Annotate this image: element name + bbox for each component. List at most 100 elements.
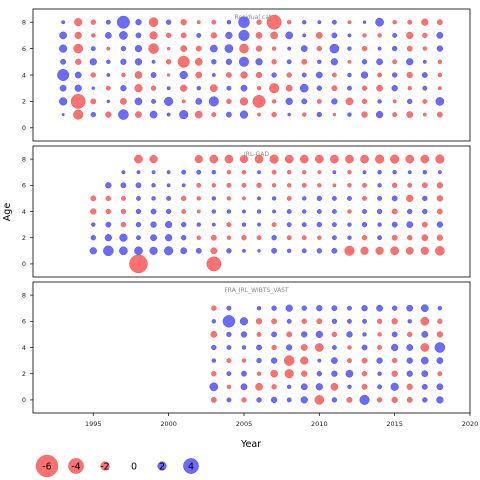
x-tick-label: 2015: [386, 420, 403, 428]
legend-entry: -6: [35, 454, 59, 478]
residual-bubble: [362, 195, 367, 201]
residual-bubble: [286, 248, 292, 253]
residual-bubble: [421, 221, 428, 228]
residual-bubble: [196, 209, 201, 214]
residual-bubble: [392, 32, 398, 38]
residual-bubble: [331, 370, 338, 377]
residual-bubble: [242, 196, 246, 201]
residual-bubble: [436, 19, 443, 26]
residual-bubble: [180, 45, 188, 52]
residual-bubble: [224, 154, 234, 164]
residual-bubble: [119, 233, 128, 242]
residual-bubble: [406, 370, 413, 377]
residual-bubble: [286, 170, 292, 175]
x-tick-label: 2000: [160, 420, 177, 428]
residual-bubble: [135, 32, 142, 39]
residual-bubble: [90, 208, 97, 215]
residual-bubble: [166, 183, 171, 188]
residual-bubble: [151, 59, 156, 64]
residual-bubble: [105, 221, 112, 228]
residual-bubble: [226, 371, 232, 377]
residual-bubble: [331, 19, 337, 25]
residual-bubble: [377, 332, 382, 337]
residual-bubble: [407, 19, 413, 25]
residual-bubble: [420, 316, 430, 326]
residual-bubble: [255, 71, 263, 79]
residual-bubble: [166, 73, 171, 77]
residual-bubble: [316, 248, 322, 254]
residual-bubble: [422, 32, 428, 39]
residual-bubble: [422, 112, 427, 117]
panel-frame: [32, 281, 471, 414]
residual-bubble: [422, 59, 427, 64]
residual-bubble: [166, 112, 171, 117]
residual-bubble: [301, 222, 307, 228]
residual-bubble: [271, 222, 277, 228]
residual-bubble: [59, 44, 68, 53]
residual-bubble: [211, 209, 217, 214]
residual-bubble: [120, 98, 127, 105]
residual-bubble: [241, 397, 247, 403]
panel-3: FRA_IRL_WIBTS_VAST 0 2 4 6 8: [22, 281, 471, 414]
residual-bubble: [150, 72, 157, 78]
residual-bubble: [256, 86, 262, 91]
residual-bubble: [316, 371, 322, 377]
residual-bubble: [391, 182, 398, 188]
residual-bubble: [331, 195, 337, 201]
residual-bubble: [390, 246, 399, 256]
residual-bubble: [194, 110, 203, 119]
residual-bubble: [74, 71, 82, 79]
residual-bubble: [256, 331, 262, 337]
residual-bubble: [134, 97, 143, 106]
residual-bubble: [301, 98, 308, 105]
residual-bubble: [136, 235, 141, 241]
residual-bubble: [149, 110, 158, 119]
residual-bubble: [435, 246, 445, 256]
residual-bubble: [269, 83, 280, 94]
residual-bubble: [211, 305, 217, 311]
residual-bubble: [347, 209, 352, 214]
residual-bubble: [300, 45, 308, 52]
residual-bubble: [331, 305, 338, 312]
residual-bubble: [73, 109, 84, 120]
residual-bubble: [286, 72, 292, 78]
residual-bubble: [252, 94, 266, 108]
residual-bubble: [151, 170, 156, 175]
residual-bubble: [422, 208, 428, 215]
residual-bubble: [359, 394, 370, 405]
residual-bubble: [196, 169, 202, 175]
residual-bubble: [437, 318, 443, 324]
residual-bubble: [226, 331, 232, 338]
y-tick-label: 6: [22, 45, 26, 53]
legend-entry: 2: [157, 461, 167, 473]
residual-bubble: [134, 154, 143, 164]
panel-title: FRA_IRL_WIBTS_VAST: [224, 287, 289, 294]
residual-bubble: [331, 247, 338, 254]
residual-bubble: [405, 154, 415, 164]
residual-bubble: [90, 195, 97, 202]
residual-bubble: [271, 305, 277, 311]
residual-bubble: [135, 19, 142, 26]
residual-bubble: [150, 221, 157, 228]
residual-bubble: [134, 246, 143, 256]
residual-bubble: [317, 170, 322, 175]
residual-bubble: [271, 331, 277, 338]
residual-bubble: [436, 182, 443, 189]
residual-bubble: [271, 169, 277, 175]
residual-bubble: [361, 305, 368, 312]
residual-bubble: [314, 395, 325, 405]
residual-bubble: [90, 72, 96, 78]
residual-bubble: [165, 208, 172, 215]
residual-bubble: [422, 85, 428, 91]
residual-bubble: [301, 318, 307, 324]
residual-bubble: [211, 59, 217, 65]
residual-bubble: [392, 170, 397, 175]
residual-bubble: [361, 59, 368, 65]
y-tick-label: 4: [22, 208, 26, 216]
residual-bubble: [209, 382, 219, 392]
legend-entry: 4: [183, 458, 199, 474]
residual-bubble: [256, 235, 262, 241]
residual-bubble: [316, 85, 322, 91]
residual-bubble: [271, 99, 277, 104]
residual-bubble: [240, 331, 248, 338]
